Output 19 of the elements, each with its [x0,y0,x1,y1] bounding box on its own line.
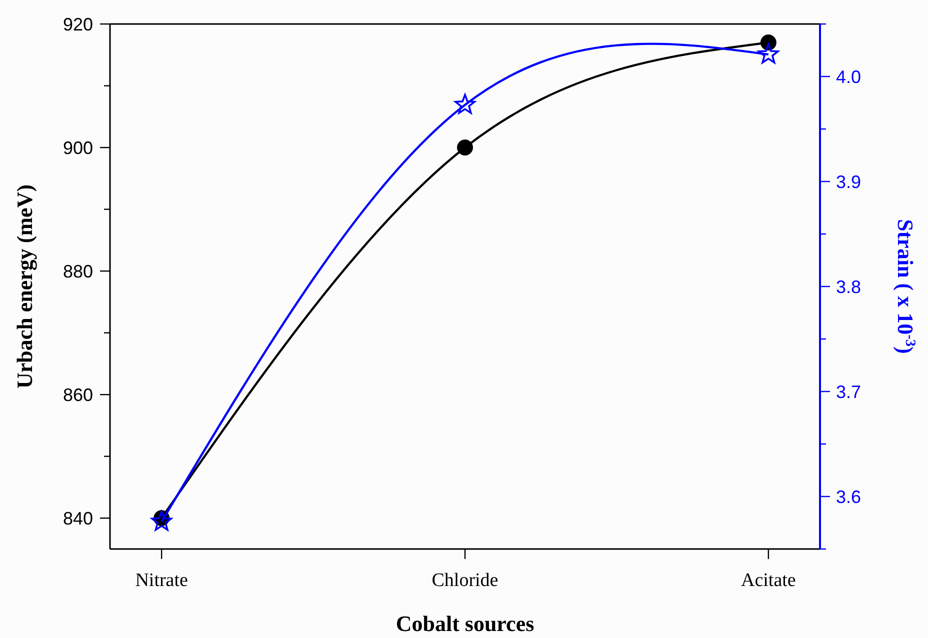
y-tick-label: 840 [62,508,93,528]
y-tick-label: 880 [62,261,93,282]
x-tick-label: Acitate [740,570,796,591]
point [457,140,473,156]
y-tick-label: 920 [62,14,93,34]
point [454,94,476,114]
y2-tick-label: 3.8 [836,276,862,297]
x-axis-title: Cobalt sources [396,611,535,636]
point [758,44,779,64]
y2-tick-label: 3.7 [836,382,862,402]
y2-tick-label: 3.6 [836,486,862,507]
x-tick-label: Nitrate [135,570,188,591]
y-tick-label: 900 [62,138,93,158]
text: 4.0 [836,66,862,87]
y2-tick-label: 3.9 [836,172,862,192]
point [151,510,172,531]
y-tick-label: 860 [62,384,93,405]
y-axis-title: Urbach energy (meV) [12,184,37,389]
x-tick-label: Chloride [432,570,498,591]
